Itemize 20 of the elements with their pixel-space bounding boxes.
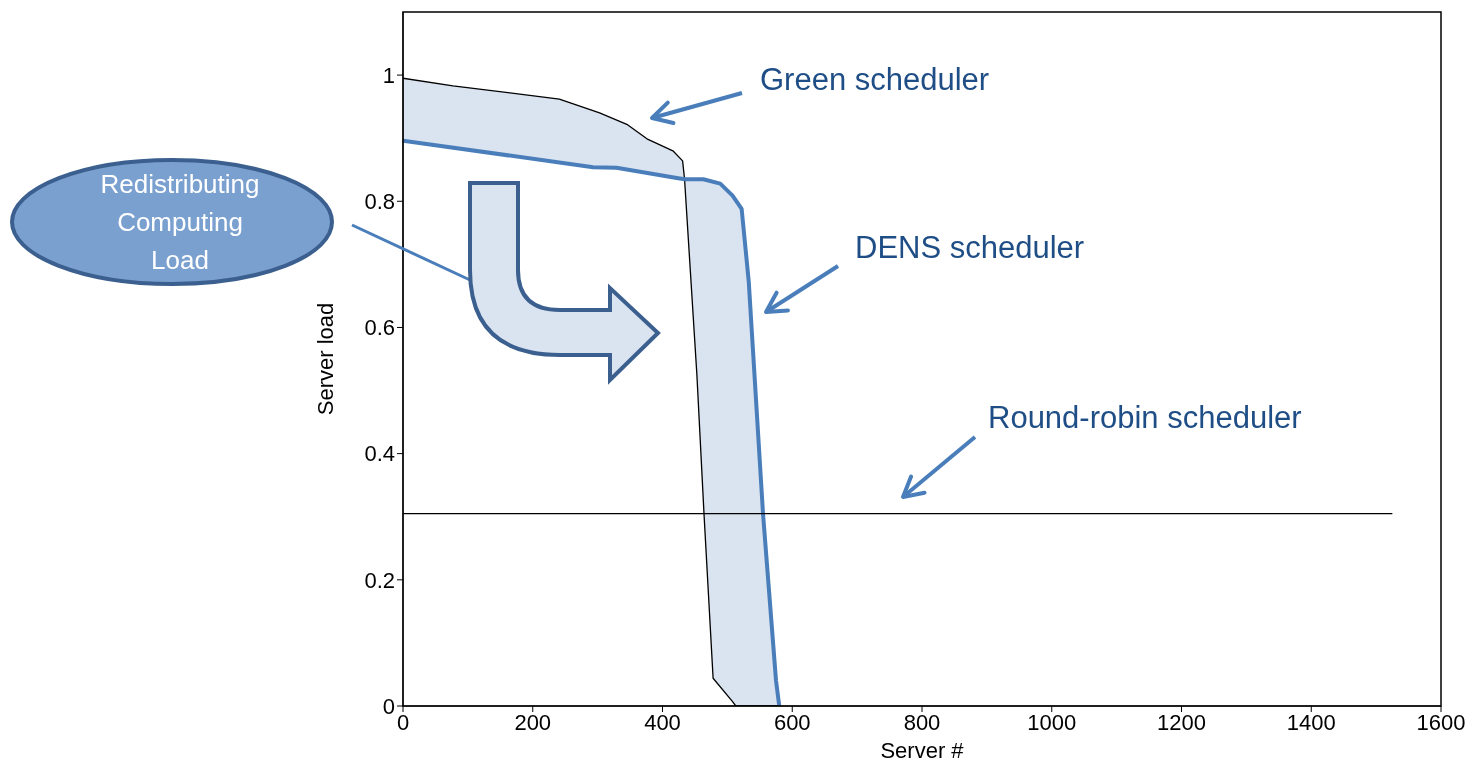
- y-tick-label: 0: [382, 693, 395, 719]
- y-tick-label: 0.6: [364, 315, 395, 341]
- text: Redistributing Computing Load: [100, 169, 260, 275]
- x-tick-label: 1200: [1157, 709, 1206, 735]
- y-tick-label: 0.2: [364, 567, 395, 593]
- annotation: Green scheduler: [760, 62, 990, 98]
- y-axis-title: Server load: [312, 302, 338, 416]
- x-tick-label: 1000: [1027, 709, 1077, 735]
- x-tick-label: 400: [644, 709, 681, 735]
- y-tick-label: 1: [382, 62, 395, 88]
- x-axis-title: Server #: [880, 738, 965, 763]
- annotation: Round-robin scheduler: [988, 400, 1302, 436]
- x-tick-label: 600: [773, 709, 811, 735]
- x-tick-label: 1400: [1286, 709, 1336, 735]
- x-tick-label: 800: [903, 709, 941, 735]
- x-tick-label: 200: [514, 709, 552, 735]
- y-tick-label: 0.4: [364, 441, 395, 467]
- x-tick-label: 1600: [1416, 709, 1466, 735]
- annotation: DENS scheduler: [855, 230, 1085, 266]
- y-tick-label: 0.8: [364, 189, 395, 215]
